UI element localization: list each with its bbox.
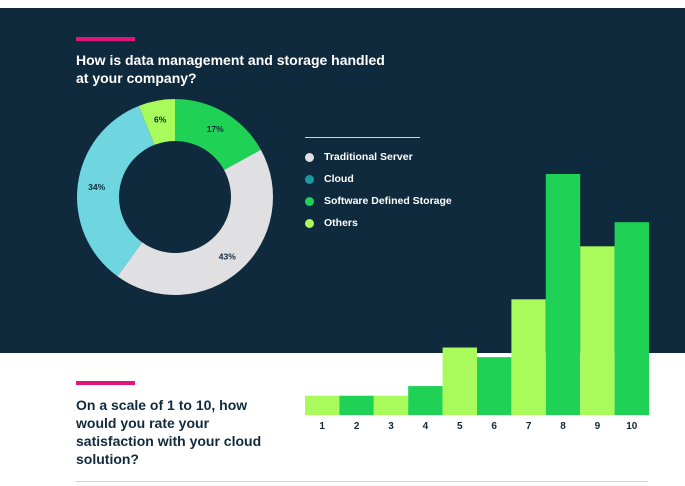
legend-dot-traditional-server — [305, 152, 314, 162]
bar-tick-label-10: 10 — [626, 421, 638, 432]
legend-dot-software-defined-storage — [305, 196, 314, 206]
bar-tick-label-1: 1 — [319, 421, 325, 432]
legend-label-others: Others — [324, 217, 358, 229]
legend-dot-others — [305, 218, 314, 228]
bar-8 — [545, 174, 581, 415]
legend-item-software-defined-storage: Software Defined Storage — [305, 190, 452, 212]
bottom-divider — [76, 481, 648, 482]
bar-4 — [408, 386, 443, 415]
donut-slice-cloud — [77, 105, 155, 277]
question1-title: How is data management and storage handl… — [76, 52, 385, 86]
bar-6 — [477, 357, 512, 415]
bar-3 — [373, 395, 409, 415]
donut-slice-others — [138, 99, 175, 145]
bar-1 — [305, 395, 340, 415]
donut-label-cloud: 34% — [88, 182, 105, 192]
bar-tick-label-2: 2 — [354, 421, 360, 432]
legend-dot-cloud — [305, 174, 314, 184]
bar-5 — [442, 347, 477, 415]
donut-slice-traditional-server — [117, 149, 273, 295]
bar-10 — [614, 222, 649, 415]
bar-tick-label-3: 3 — [388, 421, 394, 432]
bar-9 — [580, 246, 615, 415]
legend-item-others: Others — [305, 212, 452, 234]
bar-7 — [511, 299, 546, 415]
legend-label-traditional-server: Traditional Server — [324, 151, 413, 163]
donut-label-traditional-server: 43% — [219, 251, 236, 261]
legend-label-software-defined-storage: Software Defined Storage — [324, 195, 452, 207]
bar-tick-label-9: 9 — [595, 421, 601, 432]
legend-item-traditional-server: Traditional Server — [305, 146, 452, 168]
accent-bar-bottom — [76, 381, 135, 385]
donut-label-software-defined-storage: 17% — [207, 124, 224, 134]
question2-title: On a scale of 1 to 10, how would you rat… — [76, 397, 262, 467]
bar-2 — [339, 395, 374, 415]
bar-tick-label-4: 4 — [423, 421, 429, 432]
bar-tick-label-8: 8 — [560, 421, 566, 432]
legend-item-cloud: Cloud — [305, 168, 452, 190]
bar-tick-label-5: 5 — [457, 421, 463, 432]
donut-label-others: 6% — [154, 114, 167, 124]
donut-slice-software-defined-storage — [175, 99, 261, 171]
pie-legend: Traditional Server Cloud Software Defined … — [305, 146, 452, 234]
bar-tick-label-6: 6 — [491, 421, 497, 432]
legend-label-cloud: Cloud — [324, 173, 354, 185]
legend-divider — [305, 137, 420, 138]
accent-bar-top — [76, 37, 135, 41]
bar-tick-label-7: 7 — [526, 421, 532, 432]
